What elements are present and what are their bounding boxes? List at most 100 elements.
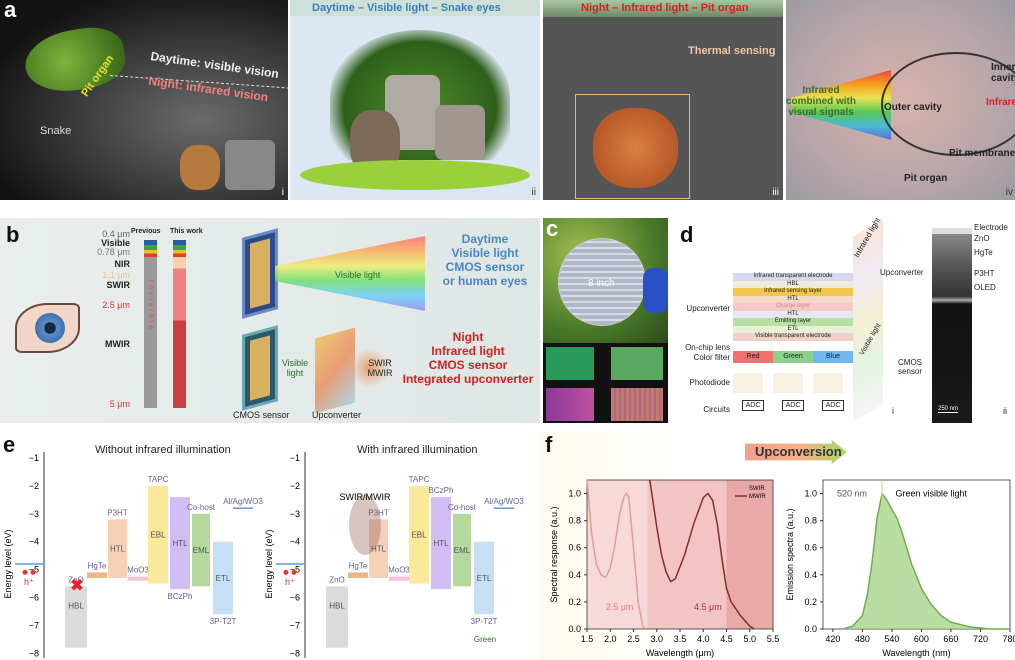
scale-swir: SWIR [106,280,131,290]
material-label: ZnO [68,575,84,584]
label-color-filter: Color filter [693,353,730,362]
night-line-2: Infrared light [431,344,505,358]
roman-ii: ii [531,187,536,198]
layer-label: HTL [172,539,188,548]
wafer-size-label: 8 inch [588,278,615,289]
energy-level-box [474,541,494,615]
ir-photon-glow [349,494,381,555]
iris [35,313,65,343]
energy-level-box [409,485,429,584]
x-tick-label: 720 [973,634,988,644]
energy-level-box [192,513,210,587]
y-tick-label: −5 [290,565,300,575]
layer-etl: ETL [733,325,853,333]
label-on-chip-lens: On-chip lens [685,343,730,352]
title-bar [543,0,783,17]
adc-box: ADC [741,400,765,411]
layer-label: ETL [477,574,492,583]
micrograph-bl [546,388,594,421]
night-title: Night – Infrared light – Pit organ [581,2,749,14]
y-tick-label: −4 [290,537,300,547]
thermal-sensing-label: Thermal sensing [688,45,776,57]
energy-level-box [453,513,471,587]
tem-zno: ZnO [974,234,990,243]
y-tick-label: −8 [290,648,300,658]
material-label: Al/Ag/WO3 [484,497,524,506]
tem-upconverter-label: Upconverter [880,268,924,277]
x-tick-label: 1.5 [581,634,594,644]
layer-label: HTL [433,539,449,548]
outer-cavity-label: Outer cavity [884,102,942,113]
hole-dot [283,569,289,575]
x-tick-label: 420 [825,634,840,644]
tem-hgte: HgTe [974,248,993,257]
material-label: HgTe [88,561,107,570]
y-tick-label: 0.8 [804,516,817,526]
material-label: BCzPh [429,486,454,495]
left-labels: Upconverter On-chip lens Color filter Ph… [670,218,730,423]
label-upconverter: Upconverter [686,304,730,313]
tem-p3ht: P3HT [974,269,995,278]
x-tick-label: 660 [943,634,958,644]
photodiode-row [733,373,853,393]
upconversion-label: Upconversion [755,444,842,459]
snake-label: Snake [40,125,72,137]
y-tick-label: 0.2 [804,597,817,607]
layer-label: EML [454,546,471,555]
layer-label: EML [193,546,210,555]
x-tick-label: 4.5 [720,634,733,644]
layer-label: HBL [68,601,84,610]
energy-level-box [65,586,87,648]
hole-label: h⁺ [285,577,295,587]
y-tick-label: 0.0 [804,624,817,634]
y-tick-label: −5 [29,565,39,575]
energy-level-box [369,519,388,578]
filter-blue: Blue [813,351,853,363]
material-label: TAPC [148,475,169,484]
rocks-image [225,140,275,190]
y-tick-label: −3 [290,509,300,519]
material-label: BCzPh [168,592,193,601]
this-work-header: This work [170,228,203,235]
y-tick-label: −2 [290,481,300,491]
material-label: TAPC [409,475,430,484]
panel-a-iii: Night – Infrared light – Pit organ Therm… [543,0,783,200]
pit-organ-outline [881,52,1015,156]
this-work-bar [173,240,186,408]
night-vision-label: Night: infrared vision [147,73,270,105]
x-tick-label: 780 [1002,634,1015,644]
energy-level-box [213,541,233,615]
energy-level-box [128,576,148,581]
panel-a-i: a Pit organ Daytime: visible vision Nigh… [0,0,288,200]
energy-level-box [170,497,190,590]
y-tick-label: −8 [29,648,39,658]
scale-2-5: 2.5 μm [102,300,130,310]
label-photodiode: Photodiode [689,378,730,387]
y-tick-label: 0.0 [568,624,581,634]
y-tick-label: 0.4 [804,570,817,580]
y-tick-label: 0.2 [568,597,581,607]
left-title: Without infrared illumination [95,444,231,456]
adc-box: ADC [821,400,845,411]
material-label: Co-host [187,503,216,512]
y-axis-label: Spectral response (a.u.) [549,506,559,602]
layer-label: HTL [371,545,387,554]
day-text: Daytime Visible light CMOS sensor or hum… [435,232,535,288]
filter-red: Red [733,351,773,363]
material-label: 3P-T2T [471,617,498,626]
visible-light-bottom-label: Visible light [281,358,309,378]
day-line-4: or human eyes [442,274,528,288]
panel-label-a: a [4,0,17,22]
scale-mwir: MWIR [105,339,130,349]
scale-0-4: 0.4 μm [102,229,130,239]
panel-b: b 0.4 μm Visible 0.78 μm NIR 1.1 μm SWIR… [0,218,540,423]
ir-glow [350,348,390,388]
micrograph-br [611,388,663,421]
night-line-3: CMOS sensor [428,358,508,372]
hole-dot [291,569,297,575]
upconverter-label: Upconverter [312,410,362,420]
panel-label-d: d [680,222,694,247]
pit-organ-label: Pit organ [904,173,948,184]
tem-oled: OLED [974,283,996,292]
grass-image [300,160,530,190]
